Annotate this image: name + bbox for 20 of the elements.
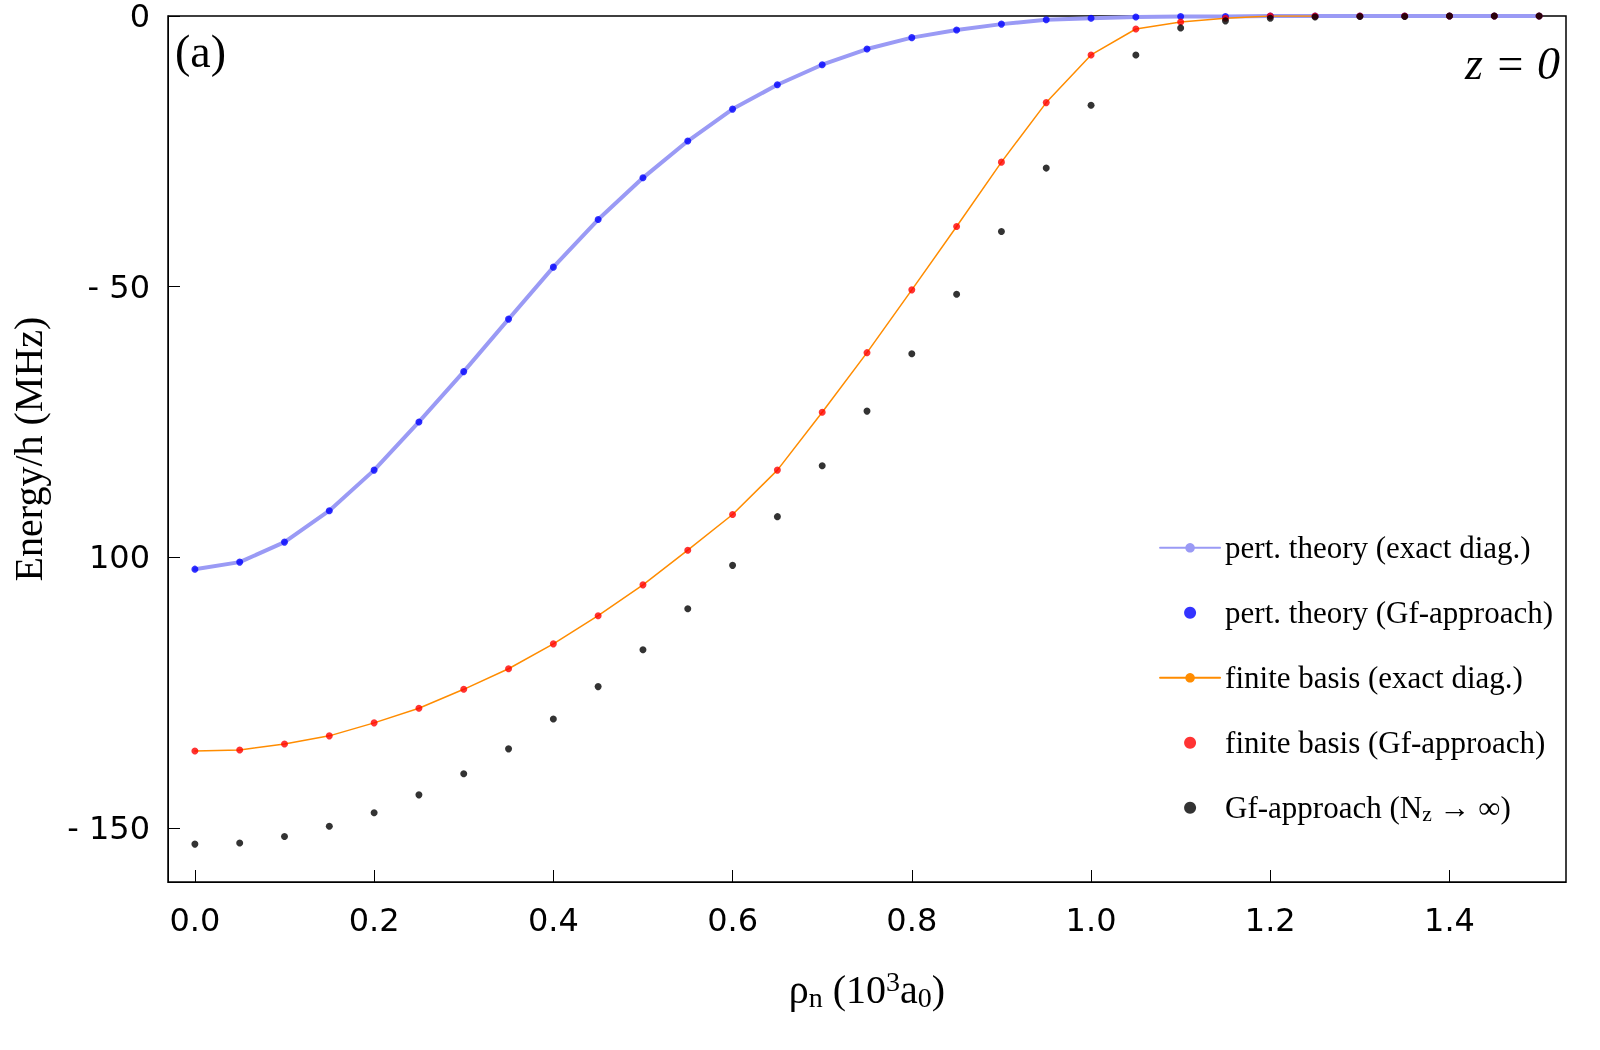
x-tick-label: 0.6 (707, 901, 759, 939)
y-tick-label: - 50 (87, 267, 150, 306)
y-tick-label: 100 (88, 538, 150, 577)
x-tick-label: 0.4 (527, 901, 579, 939)
legend-label: Gf-approach (Nz → ∞) (1225, 790, 1511, 826)
y-tick-label: 0 (129, 0, 150, 35)
y-tick-label: - 150 (67, 808, 150, 847)
legend-label: pert. theory (Gf-approach) (1225, 595, 1553, 631)
x-tick-label: 1.2 (1244, 901, 1296, 939)
x-tick-label: 0.8 (886, 901, 938, 939)
x-tick-label: 1.0 (1065, 901, 1117, 939)
annotation: z = 0 (1464, 37, 1561, 89)
legend-label: finite basis (Gf-approach) (1225, 725, 1546, 761)
annotation: (a) (175, 25, 227, 77)
x-tick-label: 0.0 (169, 901, 221, 939)
x-tick-label: 1.4 (1424, 901, 1475, 939)
legend-label: finite basis (exact diag.) (1225, 660, 1523, 696)
legend-label: pert. theory (exact diag.) (1225, 530, 1531, 566)
y-axis-title: Energy/h (MHz) (5, 316, 51, 582)
x-tick-label: 0.2 (348, 901, 400, 939)
